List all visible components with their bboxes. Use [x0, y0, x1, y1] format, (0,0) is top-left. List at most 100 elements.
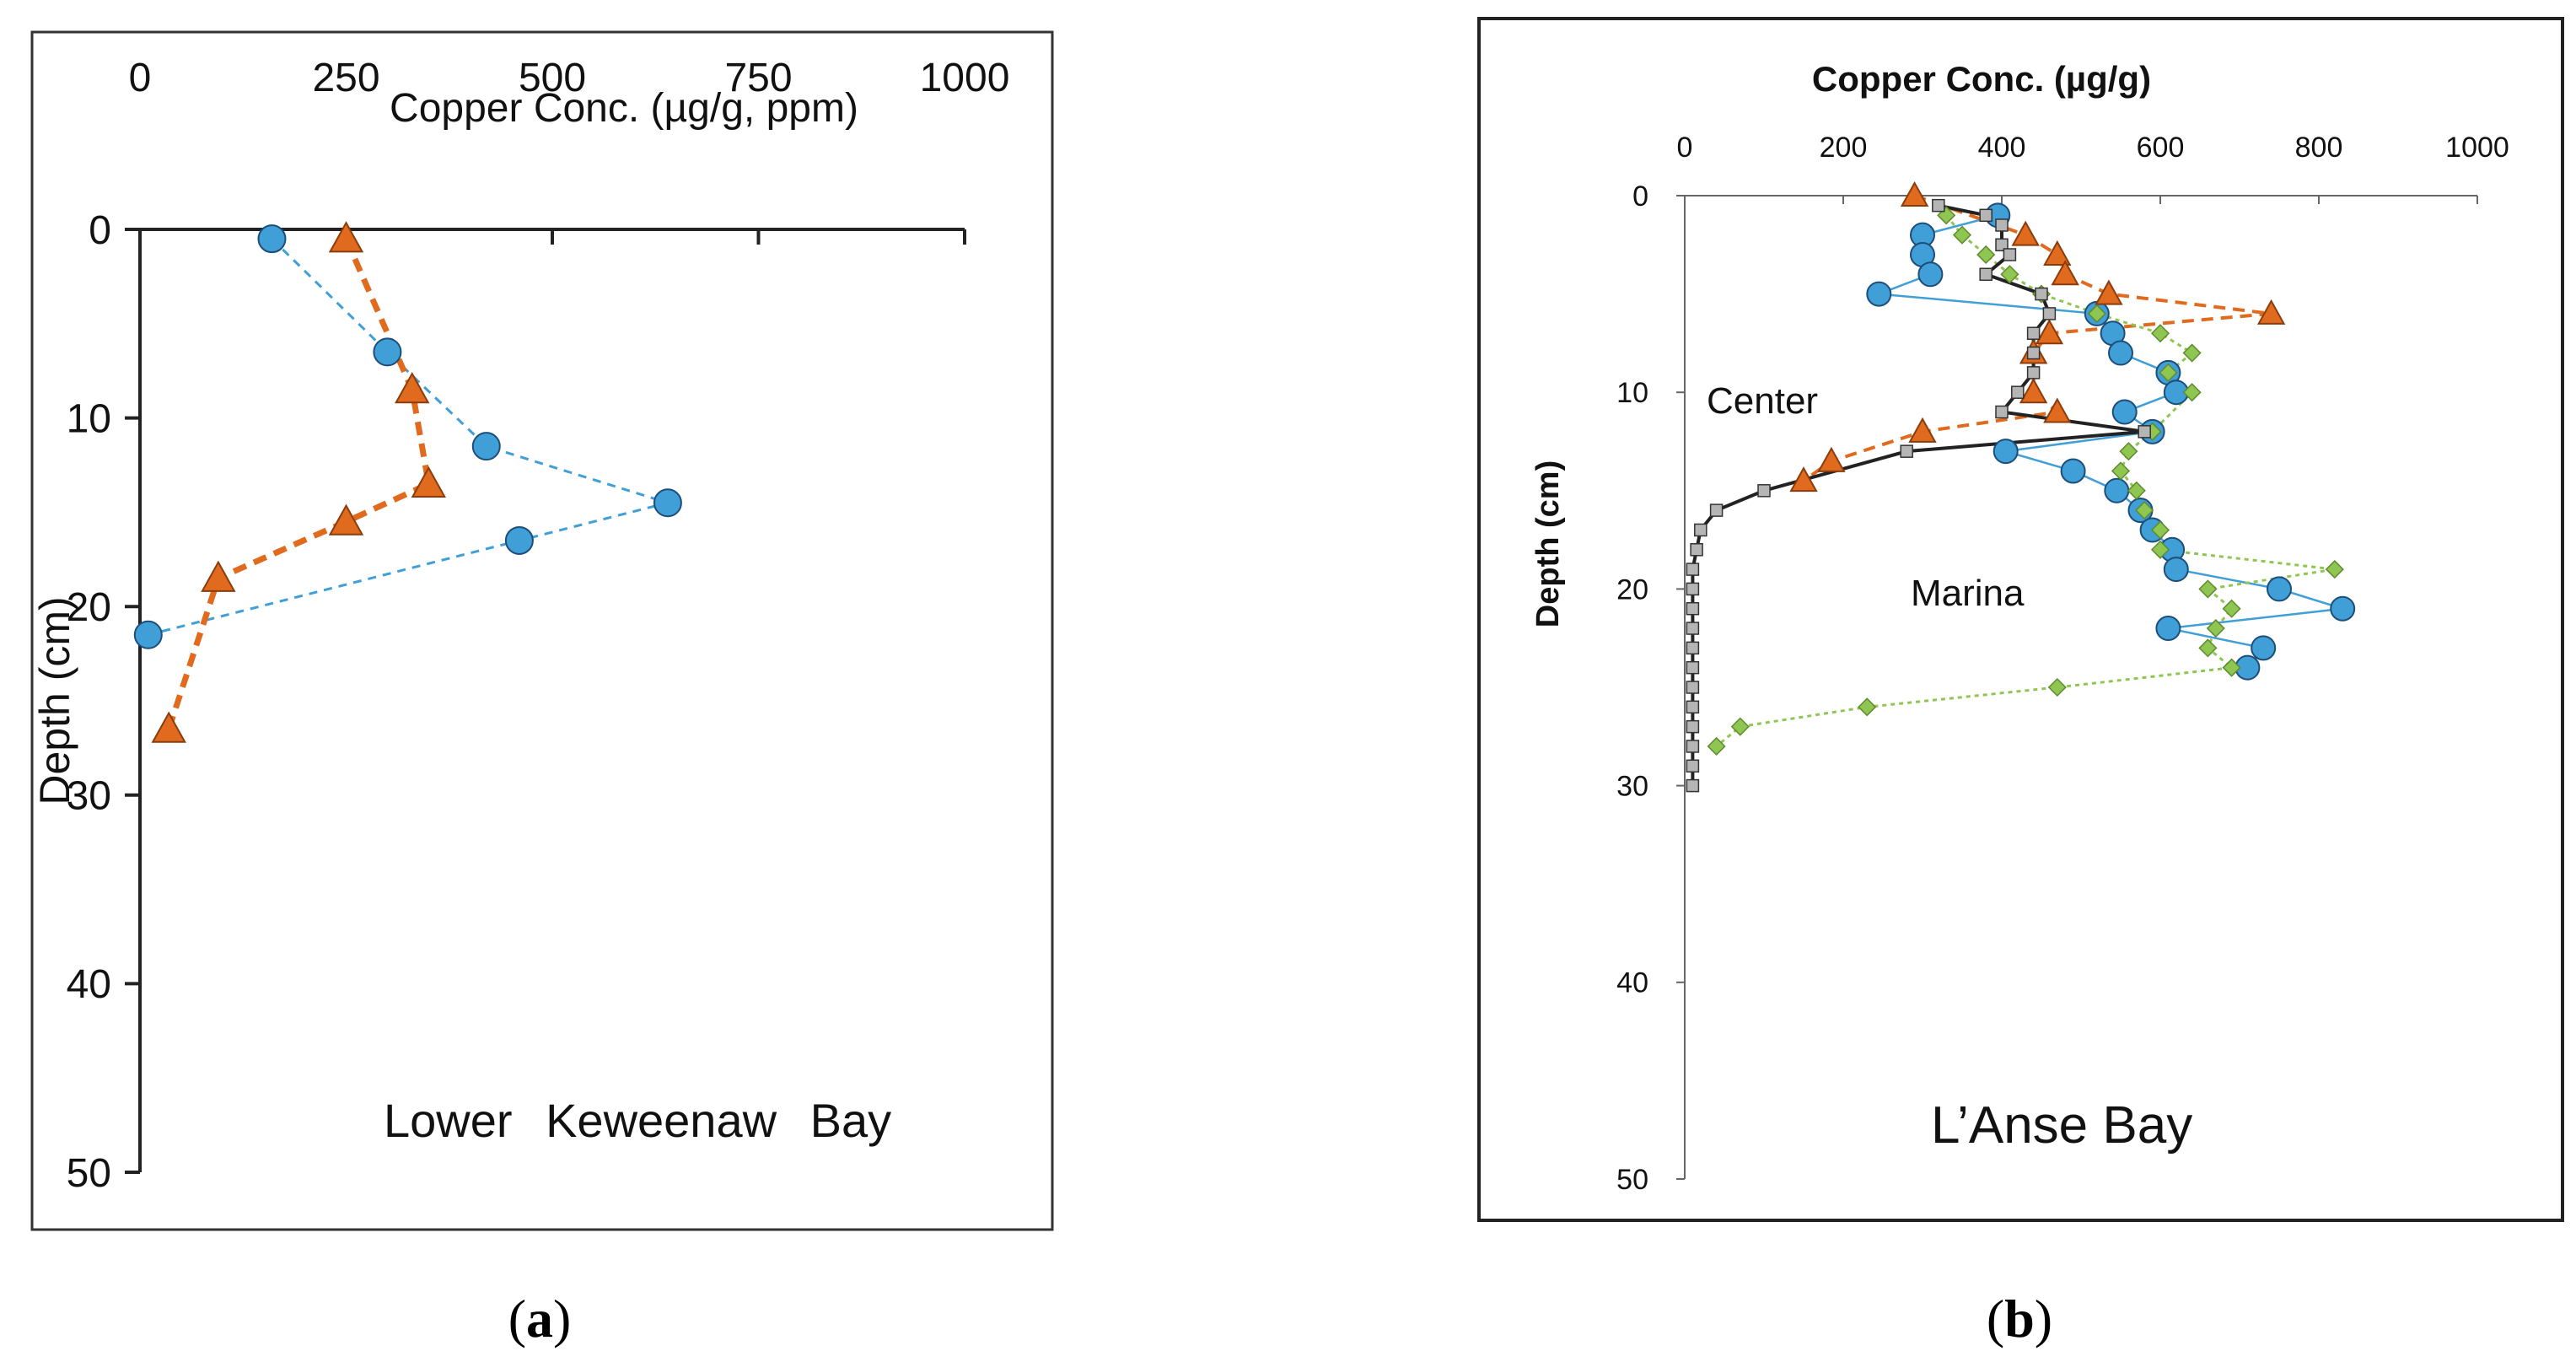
data-point-diamond — [2135, 501, 2154, 520]
data-point-circle — [2163, 557, 2189, 583]
data-point-diamond — [2150, 520, 2170, 540]
panel-b-axes: 0 200 400 600 800 1000 0 10 20 30 40 50 Depth (cm) — [1530, 132, 2509, 1196]
panel-b-markers — [1686, 180, 2356, 793]
panel-b-annotation-center: Center — [1707, 380, 1818, 422]
data-point-circle — [2108, 340, 2133, 366]
data-point-circle — [1993, 439, 2019, 465]
y-tick-label: 0 — [89, 208, 111, 253]
x-tick-label: 800 — [2295, 132, 2343, 164]
data-point-square — [1686, 582, 1700, 596]
data-point-square — [1686, 622, 1700, 635]
data-point-triangle — [2035, 319, 2064, 345]
data-point-square — [1995, 238, 2009, 252]
data-point-circle — [471, 432, 501, 461]
panel-a-x-axis-label: Copper Conc. (µg/g, ppm) — [390, 86, 858, 131]
data-point-square — [2042, 307, 2057, 320]
x-tick-label: 250 — [312, 56, 379, 100]
y-axis-title: Depth (cm) — [1530, 460, 1566, 627]
x-tick-label: 1000 — [920, 56, 1010, 100]
data-point-triangle — [2043, 397, 2072, 423]
data-point-circle — [373, 337, 402, 367]
data-point-diamond — [2000, 265, 2019, 284]
data-point-diamond — [2127, 481, 2146, 500]
data-point-triangle — [2256, 299, 2286, 325]
series-line — [148, 238, 673, 637]
data-point-triangle — [2095, 279, 2123, 305]
data-point-diamond — [2182, 343, 2202, 363]
data-point-square — [2138, 425, 2151, 439]
data-point-square — [1686, 660, 1700, 675]
y-tick-label: 10 — [67, 396, 111, 441]
data-point-circle — [133, 620, 163, 649]
data-point-circle — [2330, 595, 2356, 622]
caption-a: (a) — [508, 1289, 572, 1349]
data-point-square — [1995, 405, 2009, 419]
data-point-square — [1709, 503, 1724, 517]
data-point-diamond — [2325, 560, 2344, 579]
panel-b-chart: Copper Conc. (µg/g) 0 200 400 600 800 1000 0 10… — [1477, 17, 2564, 1222]
data-point-square — [1686, 641, 1700, 655]
data-point-circle — [653, 488, 682, 518]
data-point-diamond — [2159, 363, 2178, 382]
data-point-circle — [2104, 477, 2130, 503]
data-point-square — [1694, 523, 1707, 537]
data-point-square — [1995, 218, 2009, 232]
y-tick-label: 30 — [1616, 771, 1648, 803]
y-tick-label: 40 — [67, 962, 111, 1007]
data-point-diamond — [1730, 717, 1750, 736]
data-point-diamond — [2150, 540, 2170, 559]
y-tick-label: 20 — [67, 585, 111, 630]
data-point-triangle — [2011, 220, 2040, 246]
y-tick-label: 50 — [67, 1151, 111, 1196]
data-point-square — [1757, 484, 1771, 498]
data-point-square — [2011, 385, 2025, 399]
data-point-triangle — [1908, 417, 1937, 443]
data-point-diamond — [2111, 461, 2131, 481]
data-point-square — [1900, 444, 1913, 458]
data-point-square — [1686, 759, 1700, 773]
panel-b-x-axis-label: Copper Conc. (µg/g) — [1812, 59, 2151, 99]
y-axis-title: Depth (cm) — [31, 596, 78, 805]
y-tick-label: 0 — [1632, 180, 1648, 213]
x-tick-label: 600 — [2137, 132, 2185, 164]
y-tick-label: 50 — [1616, 1164, 1648, 1196]
data-point-square — [2026, 326, 2041, 340]
data-point-circle — [1917, 261, 1944, 288]
panel-a-axes: 0 250 500 750 1000 0 10 20 30 40 50 Depth (cm) — [31, 56, 1009, 1196]
y-tick-label: 40 — [1616, 967, 1648, 999]
data-point-square — [1686, 778, 1700, 793]
data-point-circle — [2251, 635, 2277, 661]
data-point-square — [2026, 346, 2041, 360]
caption-b: (b) — [1987, 1289, 2052, 1349]
data-point-diamond — [2182, 383, 2202, 402]
panel-a-frame — [30, 30, 1054, 1231]
data-point-triangle — [395, 372, 430, 404]
data-point-square — [1686, 601, 1700, 616]
data-point-square — [1686, 719, 1700, 734]
data-point-diamond — [2206, 618, 2225, 638]
data-point-circle — [2155, 616, 2181, 642]
data-point-triangle — [2019, 378, 2048, 404]
x-tick-label: 750 — [724, 56, 792, 100]
data-point-diamond — [2198, 579, 2218, 599]
data-point-diamond — [2047, 677, 2067, 697]
data-point-triangle — [151, 711, 186, 743]
data-point-circle — [504, 525, 534, 555]
data-point-triangle — [201, 560, 236, 592]
data-point-circle — [2111, 399, 2138, 425]
data-point-triangle — [1789, 466, 1818, 493]
data-point-square — [2003, 248, 2017, 261]
series-line — [165, 237, 433, 730]
x-tick-label: 200 — [1820, 132, 1868, 164]
data-point-triangle — [1900, 180, 1929, 207]
data-point-diamond — [2119, 442, 2138, 461]
y-tick-label: 20 — [1616, 573, 1648, 606]
x-tick-label: 0 — [1677, 132, 1693, 164]
panel-b-annotation-title: L’Anse Bay — [1931, 1096, 2192, 1155]
data-point-square — [1932, 198, 1945, 213]
panel-b-annotation-marina: Marina — [1911, 573, 2025, 614]
panel-a-markers — [133, 221, 682, 743]
data-point-diamond — [1858, 697, 1877, 717]
data-point-diamond — [2222, 658, 2241, 677]
